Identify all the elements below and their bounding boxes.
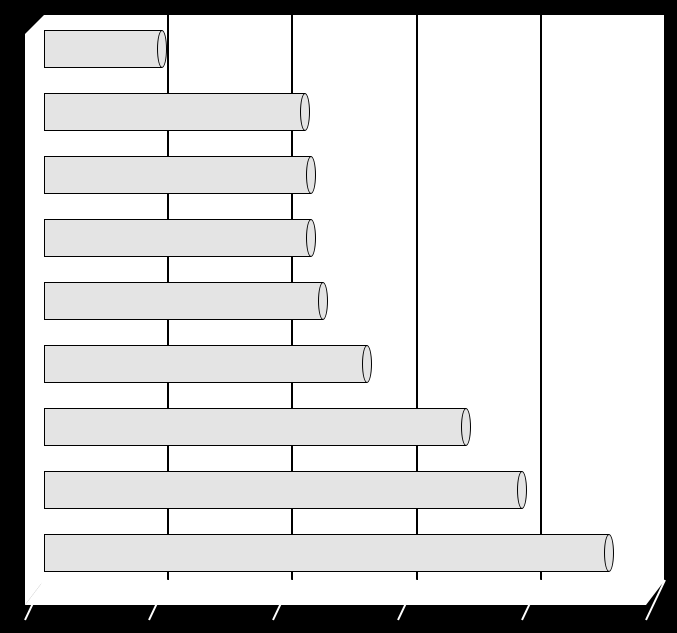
bar-body: [44, 408, 466, 446]
bar-end-cap: [300, 93, 310, 131]
bar-end-cap: [461, 408, 471, 446]
bar-body: [44, 156, 311, 194]
bar-end-cap: [604, 534, 614, 572]
bar: [44, 219, 316, 257]
bar-body: [44, 345, 367, 383]
bar-body: [44, 30, 162, 68]
bar-end-cap: [306, 156, 316, 194]
bar-body: [44, 93, 305, 131]
bar-end-cap: [517, 471, 527, 509]
bar: [44, 534, 614, 572]
bar-body: [44, 282, 323, 320]
bar: [44, 345, 372, 383]
bar-series: [0, 0, 677, 633]
bar-end-cap: [362, 345, 372, 383]
bar-body: [44, 219, 311, 257]
horizontal-3d-bar-chart: [0, 0, 677, 633]
bar: [44, 471, 527, 509]
bar: [44, 93, 310, 131]
bar: [44, 156, 316, 194]
bar-end-cap: [157, 30, 167, 68]
bar: [44, 282, 328, 320]
bar-body: [44, 471, 522, 509]
bar-end-cap: [318, 282, 328, 320]
bar-end-cap: [306, 219, 316, 257]
bar: [44, 408, 471, 446]
bar: [44, 30, 167, 68]
bar-body: [44, 534, 609, 572]
